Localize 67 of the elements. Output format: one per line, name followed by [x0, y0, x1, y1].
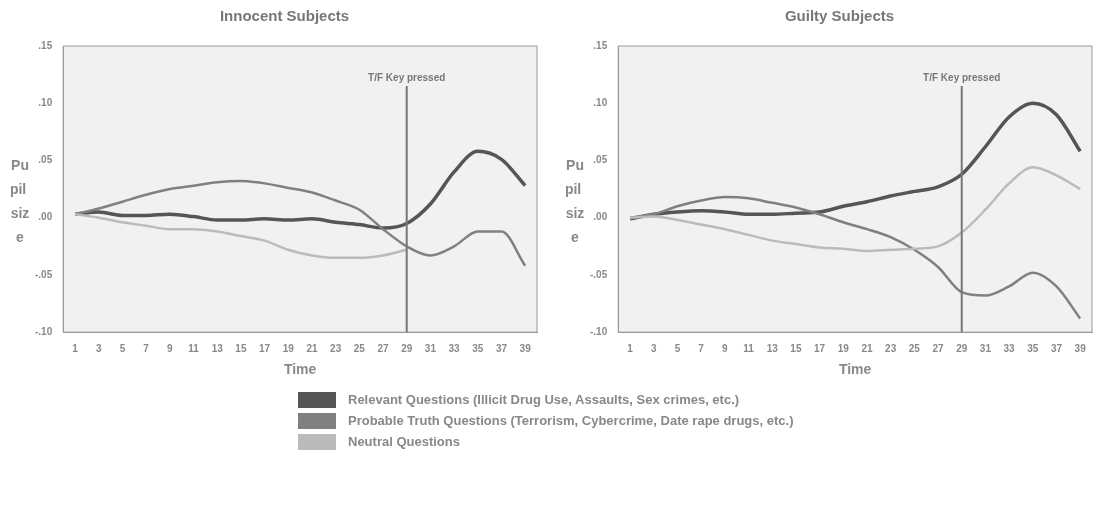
y-tick-label: .05 — [38, 154, 53, 166]
y-tick-label: .00 — [593, 211, 608, 223]
x-tick-label: 33 — [1003, 342, 1016, 354]
x-tick-label: 29 — [401, 342, 413, 354]
x-tick-label: 25 — [353, 342, 366, 354]
line-series — [628, 166, 1082, 253]
y-tick-label: -.05 — [35, 268, 53, 280]
chart-title: Innocent Subjects — [219, 7, 350, 25]
x-tick-label: 15 — [235, 342, 247, 354]
y-tick-label: -.10 — [590, 325, 608, 337]
x-tick-label: 27 — [932, 342, 945, 354]
x-tick-label: 35 — [1027, 342, 1039, 354]
x-tick-label: 7 — [698, 342, 705, 354]
x-tick-label: 23 — [330, 342, 342, 354]
line-series — [73, 149, 527, 230]
y-tick-label: .10 — [593, 96, 608, 108]
x-tick-label: 1 — [627, 342, 634, 354]
x-tick-label: 25 — [908, 342, 921, 354]
x-tick-label: 21 — [306, 342, 318, 354]
y-tick-label: -.10 — [35, 325, 53, 337]
x-tick-label: 31 — [979, 342, 992, 354]
x-tick-label: 27 — [377, 342, 390, 354]
ref-line-label: T/F Key pressed — [923, 71, 1001, 83]
ref-line-label: T/F Key pressed — [368, 71, 446, 83]
chart-title: Guilty Subjects — [784, 7, 895, 25]
x-tick-label: 23 — [885, 342, 897, 354]
x-tick-label: 9 — [167, 342, 174, 354]
x-tick-label: 37 — [1050, 342, 1063, 354]
x-tick-label: 9 — [722, 342, 729, 354]
x-tick-label: 19 — [837, 342, 850, 354]
x-tick-label: 15 — [790, 342, 802, 354]
x-tick-label: 11 — [188, 342, 200, 354]
line-series — [628, 101, 1082, 221]
x-tick-label: 3 — [650, 342, 657, 354]
x-tick-label: 1 — [72, 342, 79, 354]
legend-label: Relevant Questions (Illicit Drug Use, Assaults, Sex crimes, etc.) — [348, 392, 740, 407]
line-series — [73, 213, 408, 260]
y-tick-label: -.05 — [590, 268, 608, 280]
x-tick-label: 29 — [956, 342, 968, 354]
x-tick-label: 19 — [282, 342, 295, 354]
legend-label: Neutral Questions — [348, 434, 460, 449]
y-tick-label: .05 — [593, 154, 608, 166]
x-tick-label: 39 — [519, 342, 532, 354]
legend-label: Probable Truth Questions (Terrorism, Cybercrime, Date rape drugs, etc.) — [348, 413, 794, 428]
x-tick-label: 35 — [472, 342, 484, 354]
x-tick-label: 33 — [448, 342, 461, 354]
y-tick-label: .15 — [38, 39, 53, 51]
x-tick-label: 37 — [495, 342, 508, 354]
x-tick-label: 17 — [814, 342, 826, 354]
x-tick-label: 3 — [95, 342, 102, 354]
x-tick-label: 31 — [424, 342, 437, 354]
y-axis-title: Pupil size — [563, 155, 586, 247]
y-axis-title: Pupil size — [8, 155, 31, 247]
x-axis-title: Time — [838, 361, 872, 378]
y-tick-label: .15 — [593, 39, 608, 51]
x-tick-label: 39 — [1074, 342, 1087, 354]
y-tick-label: .00 — [38, 211, 53, 223]
x-tick-label: 5 — [674, 342, 681, 354]
x-tick-label: 11 — [743, 342, 755, 354]
x-tick-label: 7 — [143, 342, 150, 354]
x-tick-label: 17 — [259, 342, 271, 354]
x-tick-label: 13 — [766, 342, 779, 354]
x-axis-title: Time — [283, 361, 317, 378]
x-tick-label: 13 — [211, 342, 224, 354]
x-tick-label: 21 — [861, 342, 873, 354]
x-tick-label: 5 — [119, 342, 126, 354]
y-tick-label: .10 — [38, 96, 53, 108]
